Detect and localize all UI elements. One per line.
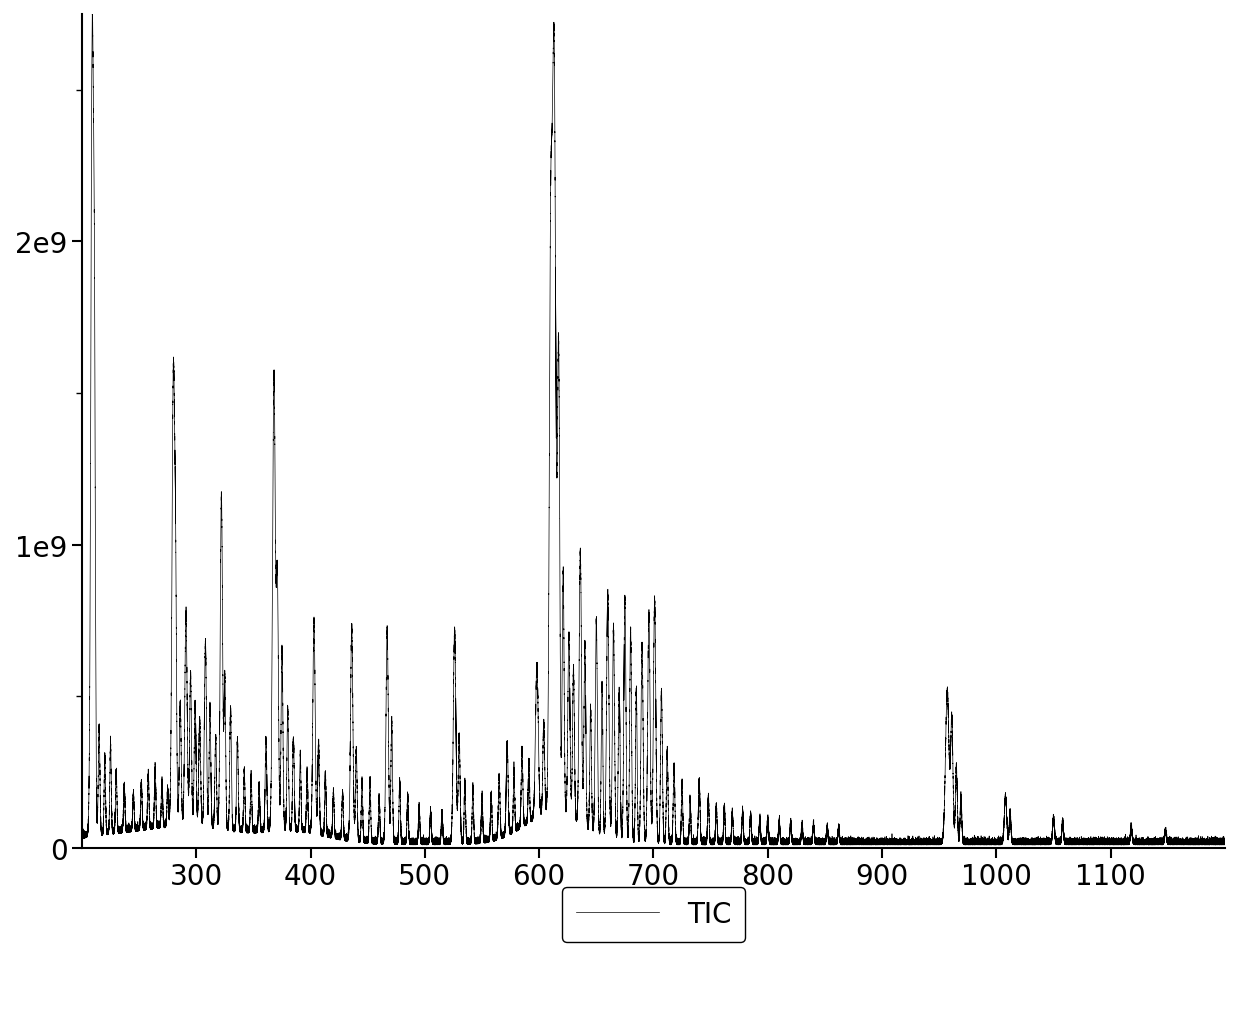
X-axis label: Time (s): Time (s) (591, 898, 715, 926)
TIC (1185, 836, 1200, 848)
Line: TIC: TIC (82, 10, 1225, 845)
Legend: TIC: TIC (562, 887, 745, 942)
TIC (84, 4, 99, 16)
TIC (1027, 839, 1042, 851)
TIC (74, 831, 89, 843)
TIC (143, 814, 157, 826)
TIC (1218, 836, 1233, 848)
TIC (588, 696, 603, 708)
TIC (210, 764, 224, 776)
TIC (919, 836, 934, 848)
TIC (317, 768, 332, 780)
